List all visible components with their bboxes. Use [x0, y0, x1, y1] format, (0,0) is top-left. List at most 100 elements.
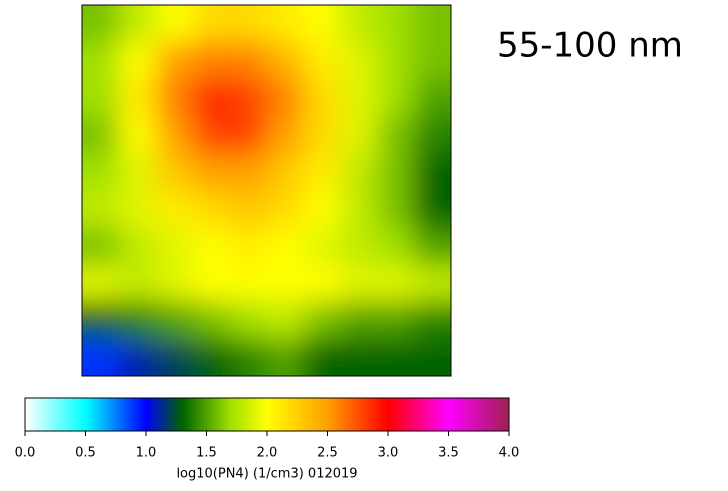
heatmap-cell — [303, 153, 340, 191]
colorbar — [25, 398, 509, 431]
heatmap-cell — [340, 191, 377, 229]
heatmap-cell — [230, 228, 267, 266]
heatmap-cell — [340, 0, 377, 43]
heatmap-cell — [193, 191, 230, 229]
heatmap-cell — [156, 302, 193, 340]
heatmap-cell — [230, 339, 267, 407]
heatmap-cell — [414, 116, 481, 154]
heatmap-cell — [230, 116, 267, 154]
heatmap-cell — [119, 228, 156, 266]
heatmap-cell — [119, 79, 156, 117]
heatmap-cell — [303, 339, 340, 407]
heatmap-cell — [119, 191, 156, 229]
heatmap-cell — [303, 302, 340, 340]
colorbar-tick-label: 0.0 — [15, 446, 36, 461]
heatmap-cell — [377, 302, 414, 340]
heatmap-cell — [303, 116, 340, 154]
heatmap-cell — [340, 228, 377, 266]
heatmap-cell — [414, 191, 481, 229]
heatmap-cell — [303, 0, 340, 43]
heatmap-cell — [414, 339, 481, 407]
heatmap — [52, 0, 482, 407]
heatmap-cell — [52, 153, 119, 191]
heatmap-cell — [230, 0, 267, 43]
heatmap-cell — [193, 228, 230, 266]
heatmap-cell — [303, 191, 340, 229]
heatmap-cell — [119, 265, 156, 303]
heatmap-cell — [156, 339, 193, 407]
heatmap-cell — [230, 79, 267, 117]
heatmap-cell — [267, 228, 304, 266]
heatmap-cell — [52, 42, 119, 80]
heatmap-cell — [52, 116, 119, 154]
heatmap-cell — [377, 265, 414, 303]
heatmap-cell — [230, 265, 267, 303]
heatmap-cell — [52, 265, 119, 303]
heatmap-cell — [52, 302, 119, 340]
heatmap-cell — [156, 228, 193, 266]
heatmap-cell — [156, 191, 193, 229]
heatmap-cell — [377, 116, 414, 154]
colorbar-tick-label: 1.0 — [136, 446, 157, 461]
heatmap-cell — [377, 79, 414, 117]
heatmap-cell — [414, 228, 481, 266]
heatmap-cell — [414, 79, 481, 117]
colorbar-tick-label: 1.5 — [196, 446, 217, 461]
heatmap-cell — [340, 339, 377, 407]
heatmap-cell — [193, 302, 230, 340]
heatmap-cell — [52, 0, 119, 43]
heatmap-cell — [156, 42, 193, 80]
colorbar-tick-label: 2.0 — [257, 446, 278, 461]
heatmap-cell — [414, 302, 481, 340]
heatmap-cell — [303, 42, 340, 80]
heatmap-cell — [340, 42, 377, 80]
heatmap-cell — [377, 0, 414, 43]
heatmap-cell — [119, 153, 156, 191]
chart-title: 55-100 nm — [497, 26, 683, 66]
heatmap-cell — [267, 191, 304, 229]
heatmap-cell — [119, 42, 156, 80]
heatmap-cell — [119, 339, 156, 407]
heatmap-cell — [377, 228, 414, 266]
heatmap-cell — [156, 116, 193, 154]
heatmap-cell — [267, 302, 304, 340]
heatmap-cell — [193, 153, 230, 191]
heatmap-cell — [52, 191, 119, 229]
heatmap-cell — [303, 228, 340, 266]
heatmap-cell — [156, 153, 193, 191]
heatmap-cell — [377, 339, 414, 407]
heatmap-cell — [156, 265, 193, 303]
heatmap-cell — [303, 79, 340, 117]
colorbar-tick-label: 3.5 — [438, 446, 459, 461]
heatmap-cell — [303, 265, 340, 303]
heatmap-cell — [414, 0, 481, 43]
heatmap-cell — [414, 42, 481, 80]
heatmap-cell — [377, 42, 414, 80]
heatmap-cell — [119, 302, 156, 340]
heatmap-cell — [267, 79, 304, 117]
heatmap-cell — [193, 42, 230, 80]
colorbar-tick-label: 3.0 — [378, 446, 399, 461]
colorbar-tick-label: 2.5 — [317, 446, 338, 461]
heatmap-cell — [230, 42, 267, 80]
colorbar-tick-label: 4.0 — [499, 446, 520, 461]
heatmap-cell — [230, 191, 267, 229]
heatmap-cell — [156, 79, 193, 117]
heatmap-cell — [414, 265, 481, 303]
heatmap-cell — [340, 79, 377, 117]
heatmap-cell — [193, 339, 230, 407]
heatmap-cell — [52, 228, 119, 266]
heatmap-cell — [340, 265, 377, 303]
heatmap-cell — [377, 153, 414, 191]
heatmap-cell — [193, 79, 230, 117]
heatmap-cell — [267, 42, 304, 80]
chart: 55-100 nm log10(PN4) (1/cm3) 012019 0.00… — [0, 0, 728, 487]
heatmap-cells — [52, 0, 482, 407]
heatmap-cell — [193, 116, 230, 154]
heatmap-cell — [340, 116, 377, 154]
heatmap-cell — [52, 79, 119, 117]
colorbar-tick-label: 0.5 — [75, 446, 96, 461]
heatmap-cell — [340, 302, 377, 340]
heatmap-cell — [52, 339, 119, 407]
heatmap-cell — [267, 0, 304, 43]
